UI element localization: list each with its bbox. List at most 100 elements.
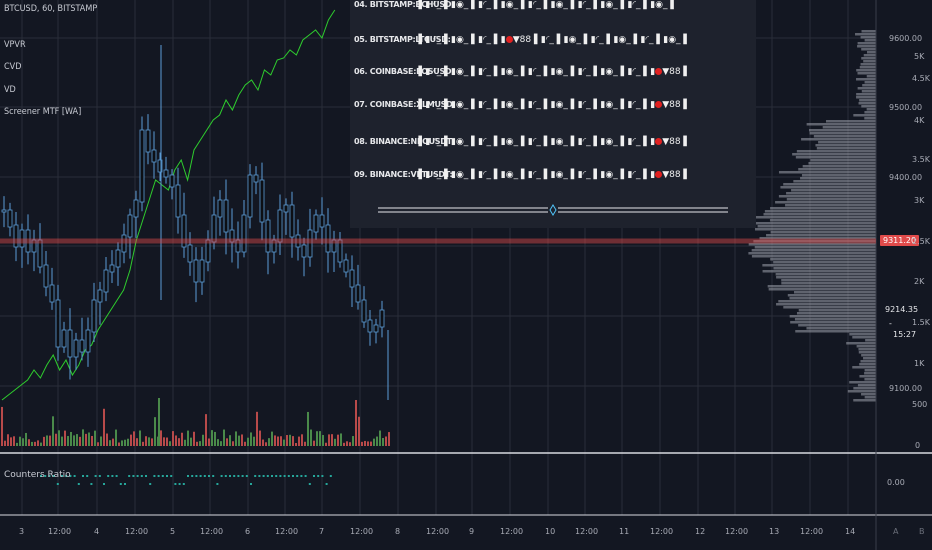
profile-bar	[786, 198, 876, 201]
symbol-title[interactable]: BTCUSD, 60, BITSTAMP	[4, 4, 98, 14]
oscillator-dot	[65, 475, 68, 477]
candle-body	[319, 214, 325, 228]
oscillator-dot	[296, 475, 299, 477]
screener-table: 04. BITSTAMP:BCHUSD: ▌▮ ◜_ ▌▮◉_ ▌▮◜_ ▌▮◉…	[350, 0, 756, 228]
profile-bar	[763, 213, 876, 216]
volume-bar	[229, 435, 231, 446]
oscillator-dot	[77, 483, 80, 485]
volume-bar	[181, 432, 183, 446]
candle-body	[259, 179, 265, 223]
profile-bar	[802, 165, 876, 168]
volume-bar	[70, 431, 72, 446]
candle-body	[31, 239, 37, 253]
profile-bar	[778, 195, 876, 198]
candle-body	[265, 219, 271, 253]
profile-bar	[793, 180, 876, 183]
oscillator-dot	[145, 475, 147, 477]
profile-bar	[773, 267, 876, 270]
candle-body	[241, 214, 247, 253]
oscillator-title[interactable]: Counters Ratio	[4, 470, 71, 480]
candle-body	[91, 299, 97, 333]
profile-bar	[762, 270, 876, 273]
cvd-line	[1, 9, 336, 401]
candle-body	[1, 209, 7, 213]
volume-bar	[223, 429, 225, 446]
oscillator-dot	[69, 475, 72, 477]
profile-bar	[860, 63, 876, 66]
volume-tick: 3K	[914, 196, 925, 205]
volume-profile	[748, 30, 876, 402]
volume-tick: 2K	[914, 277, 925, 286]
oscillator-dot	[119, 483, 122, 485]
oscillator-dot	[203, 475, 206, 477]
last-price-tag: 9214.35	[882, 304, 922, 315]
volume-bar	[232, 441, 234, 446]
volume-bar	[148, 437, 150, 446]
profile-bar	[856, 93, 876, 96]
volume-bar	[304, 441, 306, 446]
volume-bar	[136, 438, 138, 446]
indicator-vd[interactable]: VD	[4, 85, 16, 95]
oscillator-dot	[161, 475, 164, 477]
time-tick: 4	[94, 527, 100, 536]
profile-bar	[852, 366, 876, 369]
oscillator-dot	[107, 475, 110, 477]
volume-bar	[76, 434, 78, 446]
candle-body	[67, 329, 73, 358]
profile-bar	[864, 81, 876, 84]
oscillator-dot	[308, 483, 311, 485]
volume-bar	[331, 434, 333, 446]
candle-body	[79, 339, 85, 353]
profile-bar	[753, 240, 876, 243]
volume-bar	[16, 442, 18, 446]
profile-bar	[789, 315, 876, 318]
volume-bar	[211, 430, 213, 446]
screener-row: 08. BINANCE:NEOUSDT: ▌▮ ◜_ ▌▮◉_ ▌▮◜_ ▌▮◉…	[354, 137, 691, 147]
candle-body	[307, 229, 313, 258]
volume-bar	[214, 431, 216, 446]
oscillator-dot	[153, 475, 156, 477]
volume-bar	[73, 435, 75, 446]
volume-bar	[4, 440, 6, 446]
volume-bar	[19, 436, 21, 446]
volume-bar	[115, 429, 117, 446]
volume-bar	[142, 441, 144, 446]
log-scale-button[interactable]: B	[919, 527, 925, 536]
volume-bar	[158, 398, 160, 446]
profile-bar	[857, 45, 876, 48]
profile-bar	[865, 339, 876, 342]
profile-bar	[781, 282, 876, 285]
cvd-path	[1, 9, 336, 401]
profile-bar	[864, 117, 876, 120]
profile-bar	[864, 378, 876, 381]
indicator-screener[interactable]: Screener MTF [WA]	[4, 107, 82, 117]
profile-bar	[809, 132, 876, 135]
indicator-cvd[interactable]: CVD	[4, 62, 22, 72]
oscillator-dot	[48, 475, 51, 477]
candle-body	[109, 264, 115, 273]
candle-body	[349, 269, 355, 288]
profile-bar	[806, 327, 876, 330]
profile-bar	[808, 162, 876, 165]
oscillator-dot	[317, 475, 320, 477]
profile-bar	[770, 231, 876, 234]
candle-body	[103, 269, 109, 293]
volume-bar	[166, 437, 168, 446]
candle-body	[49, 284, 55, 303]
volume-bar	[169, 441, 171, 446]
time-tick: 8	[395, 527, 401, 536]
candle-body	[373, 324, 379, 333]
indicator-vpvr[interactable]: VPVR	[4, 40, 26, 50]
candle-body	[61, 329, 67, 348]
oscillator-dot	[128, 475, 131, 477]
profile-bar	[863, 54, 876, 57]
volume-bar	[364, 440, 366, 446]
profile-bar	[860, 360, 876, 363]
profile-bar	[767, 285, 876, 288]
screener-row: 06. COINBASE:EOSUSD: ▌▮ ◜_ ▌▮◉_ ▌▮◜_ ▌▮◉…	[354, 67, 691, 77]
oscillator-dot	[178, 483, 181, 485]
candle-body	[55, 299, 61, 348]
volume-bar	[172, 431, 174, 446]
auto-scale-button[interactable]: A	[893, 527, 899, 536]
